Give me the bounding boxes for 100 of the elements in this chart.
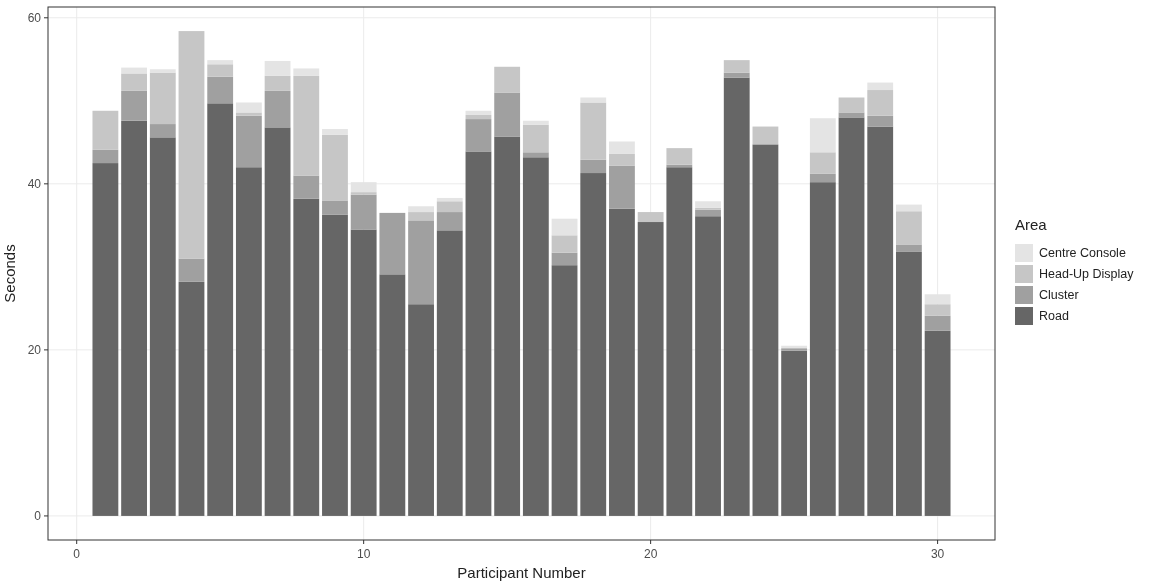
bar xyxy=(723,72,750,78)
bar xyxy=(522,157,549,516)
bar xyxy=(465,119,492,152)
bar xyxy=(121,120,147,516)
bar xyxy=(178,258,205,282)
bar xyxy=(494,136,521,516)
bar xyxy=(924,315,951,331)
bar xyxy=(723,60,750,73)
bar xyxy=(408,206,434,213)
bar xyxy=(723,77,750,516)
bar xyxy=(896,244,922,252)
bar xyxy=(695,216,721,516)
bar xyxy=(379,274,406,516)
bar xyxy=(551,218,578,236)
x-tick-label: 30 xyxy=(930,547,945,561)
bar xyxy=(379,212,406,275)
bar xyxy=(92,149,119,164)
bar xyxy=(207,60,234,65)
bar xyxy=(551,235,578,253)
bar xyxy=(752,126,779,144)
bar xyxy=(551,252,578,266)
y-tick-label: 60 xyxy=(27,10,42,25)
bar xyxy=(408,304,434,516)
bar xyxy=(264,75,291,91)
bar xyxy=(551,265,578,516)
bar xyxy=(149,69,176,73)
bar xyxy=(666,148,693,165)
bar xyxy=(235,102,262,113)
x-tick-label: 20 xyxy=(643,547,658,561)
bar xyxy=(465,110,492,115)
bar xyxy=(293,175,320,199)
bar xyxy=(92,163,119,516)
y-axis-title: Seconds xyxy=(1,244,18,303)
bar xyxy=(896,204,922,212)
bar xyxy=(781,350,808,516)
bar xyxy=(809,118,836,153)
bar xyxy=(149,72,176,125)
bar xyxy=(178,31,205,259)
bar xyxy=(293,198,320,516)
y-tick-label: 40 xyxy=(27,177,42,192)
bar xyxy=(522,120,549,125)
bar xyxy=(609,141,635,154)
bar xyxy=(149,124,176,138)
bar xyxy=(580,102,607,160)
x-tick-label: 10 xyxy=(356,547,371,561)
bar xyxy=(609,153,635,166)
bar xyxy=(322,200,348,215)
bar xyxy=(867,90,894,116)
bar xyxy=(580,159,607,174)
bar xyxy=(322,134,348,201)
bar xyxy=(264,60,291,76)
bar xyxy=(235,112,262,116)
bar xyxy=(235,115,262,168)
legend-title: Area xyxy=(1015,216,1048,233)
bar xyxy=(695,209,721,217)
bar xyxy=(637,222,664,516)
bar xyxy=(322,214,348,516)
bar xyxy=(809,173,836,183)
bar xyxy=(350,229,377,516)
bar xyxy=(867,126,894,516)
bar xyxy=(522,124,549,153)
bar xyxy=(637,212,664,223)
bar xyxy=(494,92,521,137)
legend-label: Road xyxy=(1039,309,1069,324)
bar xyxy=(235,167,262,516)
bar xyxy=(838,112,865,118)
bar xyxy=(436,197,463,202)
bar xyxy=(896,251,922,516)
legend-label: Cluster xyxy=(1039,288,1079,303)
y-tick-label: 20 xyxy=(27,343,42,358)
bar xyxy=(436,212,463,231)
bar xyxy=(121,73,147,91)
bar xyxy=(293,68,320,76)
bar xyxy=(924,304,951,316)
bar xyxy=(322,129,348,135)
bar xyxy=(408,220,434,305)
bar xyxy=(207,103,234,516)
bar xyxy=(264,90,291,128)
bar xyxy=(149,137,176,516)
bar xyxy=(207,64,234,77)
bar xyxy=(752,144,779,516)
bar xyxy=(436,201,463,213)
bar xyxy=(408,212,434,221)
bar xyxy=(867,115,894,127)
bar xyxy=(924,330,951,516)
bar xyxy=(465,114,492,120)
bar xyxy=(92,110,119,150)
bar xyxy=(178,281,205,516)
bar xyxy=(838,97,865,113)
bar xyxy=(436,230,463,516)
bar xyxy=(207,76,234,104)
bar xyxy=(695,201,721,208)
bar xyxy=(666,167,693,516)
bar xyxy=(867,82,894,91)
bar xyxy=(494,66,521,93)
legend-label: Centre Console xyxy=(1039,246,1126,261)
bar xyxy=(609,165,635,209)
bar xyxy=(522,152,549,158)
x-tick-label: 0 xyxy=(73,547,81,561)
bar xyxy=(809,152,836,174)
